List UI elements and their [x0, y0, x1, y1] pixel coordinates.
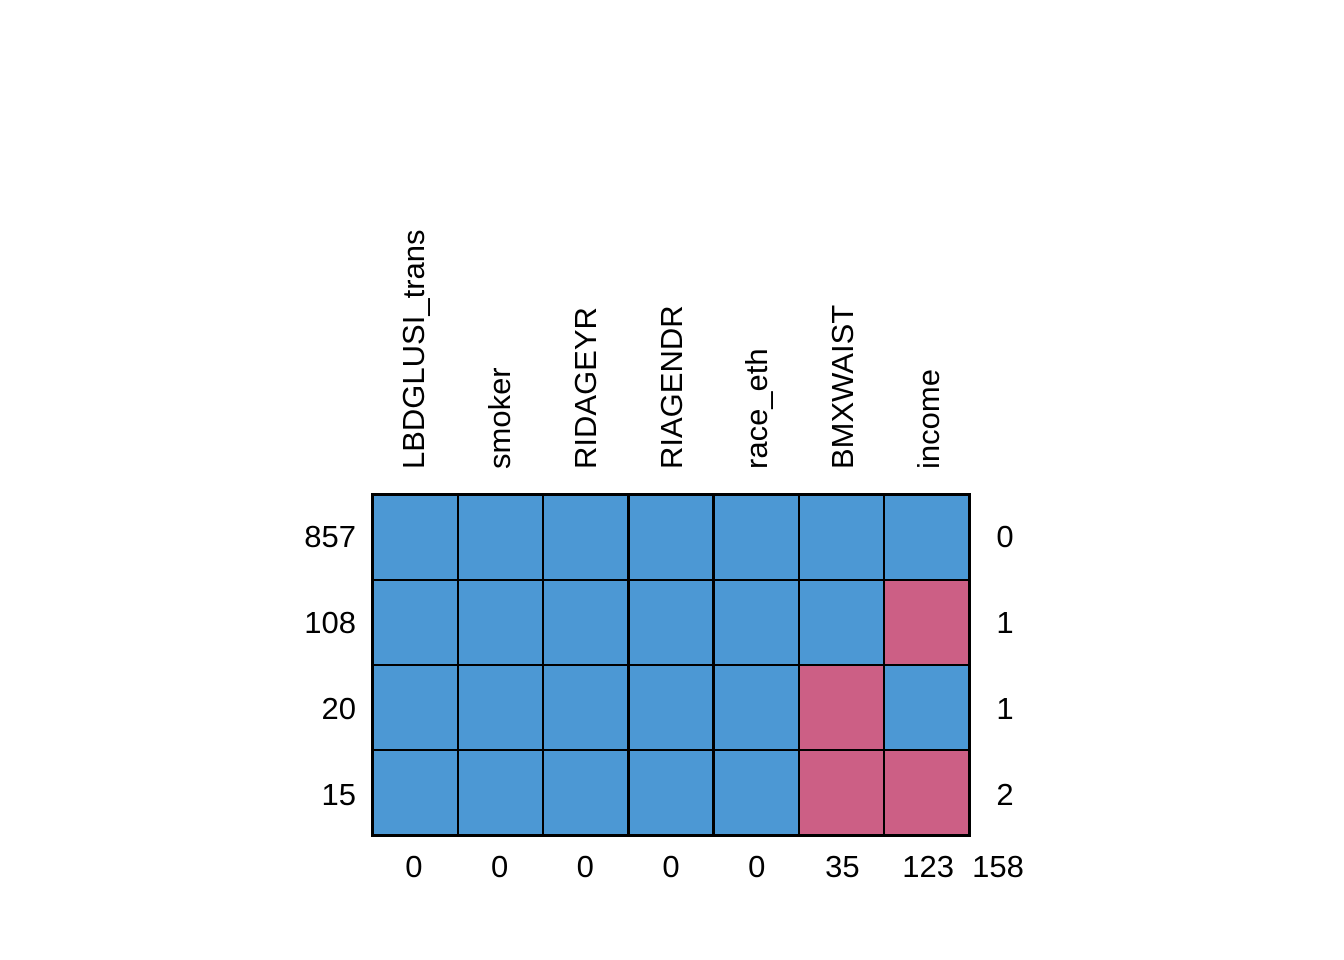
row-missing-count-label: 2 — [996, 776, 1014, 812]
pattern-cell-observed — [374, 751, 457, 834]
pattern-cell-observed — [714, 751, 798, 834]
pattern-cell-missing — [885, 581, 968, 664]
pattern-cell-observed — [459, 496, 542, 579]
pattern-cell-observed — [544, 751, 628, 834]
pattern-cell-missing — [800, 751, 883, 834]
pattern-cell-observed — [714, 496, 798, 579]
pattern-cell-observed — [629, 496, 713, 579]
column-label-bmxwaist: BMXWAIST — [824, 304, 860, 469]
column-missing-total-label: 35 — [825, 848, 860, 884]
row-count-label: 108 — [304, 604, 356, 640]
pattern-cell-missing — [885, 751, 968, 834]
pattern-cell-observed — [544, 581, 628, 664]
pattern-cell-observed — [374, 581, 457, 664]
column-missing-total-label: 0 — [405, 848, 423, 884]
row-missing-count-label: 1 — [996, 604, 1014, 640]
pattern-cell-observed — [800, 496, 883, 579]
column-label-lbdglusi_trans: LBDGLUSI_trans — [396, 229, 432, 470]
row-missing-count-label: 1 — [996, 690, 1014, 726]
column-label-smoker: smoker — [482, 367, 518, 469]
pattern-cell-observed — [374, 666, 457, 749]
pattern-cell-observed — [459, 581, 542, 664]
column-missing-total-label: 0 — [662, 848, 680, 884]
column-missing-total-label: 123 — [902, 848, 954, 884]
pattern-cell-observed — [800, 581, 883, 664]
pattern-cell-observed — [374, 496, 457, 579]
column-label-ridageyr: RIDAGEYR — [567, 307, 603, 469]
grand-total-missing-label: 158 — [972, 848, 1024, 884]
pattern-cell-observed — [629, 581, 713, 664]
pattern-cell-observed — [885, 666, 968, 749]
pattern-cell-observed — [544, 666, 628, 749]
pattern-cell-observed — [714, 666, 798, 749]
row-count-label: 857 — [304, 518, 356, 554]
column-label-riagendr: RIAGENDR — [653, 305, 689, 469]
column-missing-total-label: 0 — [490, 848, 509, 884]
pattern-cell-observed — [629, 751, 713, 834]
pattern-cell-missing — [800, 666, 883, 749]
column-missing-total-label: 0 — [576, 848, 594, 884]
column-label-race_eth: race_eth — [739, 348, 775, 469]
pattern-cell-observed — [714, 581, 798, 664]
row-count-label: 20 — [321, 690, 356, 726]
pattern-cell-observed — [459, 751, 542, 834]
row-missing-count-label: 0 — [996, 518, 1014, 554]
pattern-cell-observed — [544, 496, 628, 579]
pattern-grid — [371, 493, 971, 837]
row-count-label: 15 — [321, 776, 356, 812]
column-missing-total-label: 0 — [748, 848, 766, 884]
pattern-cell-observed — [885, 496, 968, 579]
column-label-income: income — [910, 369, 946, 469]
pattern-cell-observed — [459, 666, 542, 749]
pattern-cell-observed — [629, 666, 713, 749]
